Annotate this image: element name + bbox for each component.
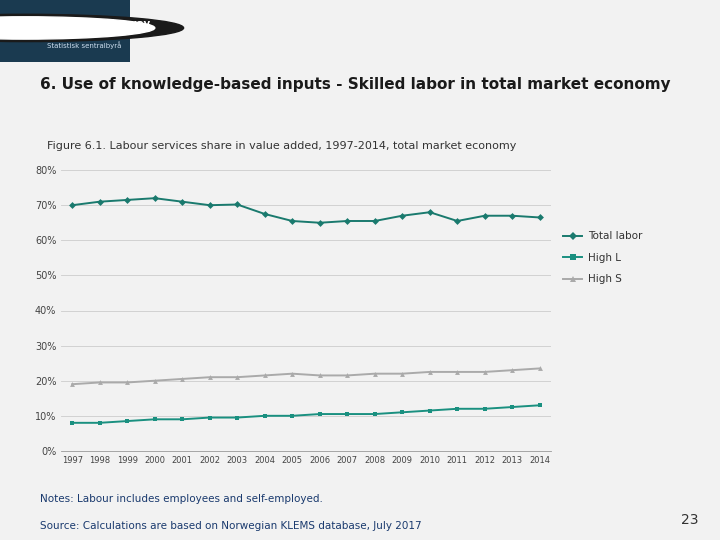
Text: Statistics Norway: Statistics Norway: [47, 18, 150, 29]
Legend: Total labor, High L, High S: Total labor, High L, High S: [563, 232, 642, 285]
Circle shape: [0, 14, 184, 42]
Text: 6. Use of knowledge-based inputs - Skilled labor in total market economy: 6. Use of knowledge-based inputs - Skill…: [40, 77, 670, 92]
Text: Statistisk sentralbyrå: Statistisk sentralbyrå: [47, 41, 121, 49]
FancyBboxPatch shape: [0, 0, 130, 62]
Circle shape: [0, 17, 155, 39]
Text: Figure 6.1. Labour services share in value added, 1997-2014, total market econom: Figure 6.1. Labour services share in val…: [40, 141, 516, 151]
Text: Notes: Labour includes employees and self-employed.: Notes: Labour includes employees and sel…: [40, 494, 323, 504]
Text: Source: Calculations are based on Norwegian KLEMS database, July 2017: Source: Calculations are based on Norweg…: [40, 521, 421, 531]
Text: 23: 23: [681, 512, 698, 526]
